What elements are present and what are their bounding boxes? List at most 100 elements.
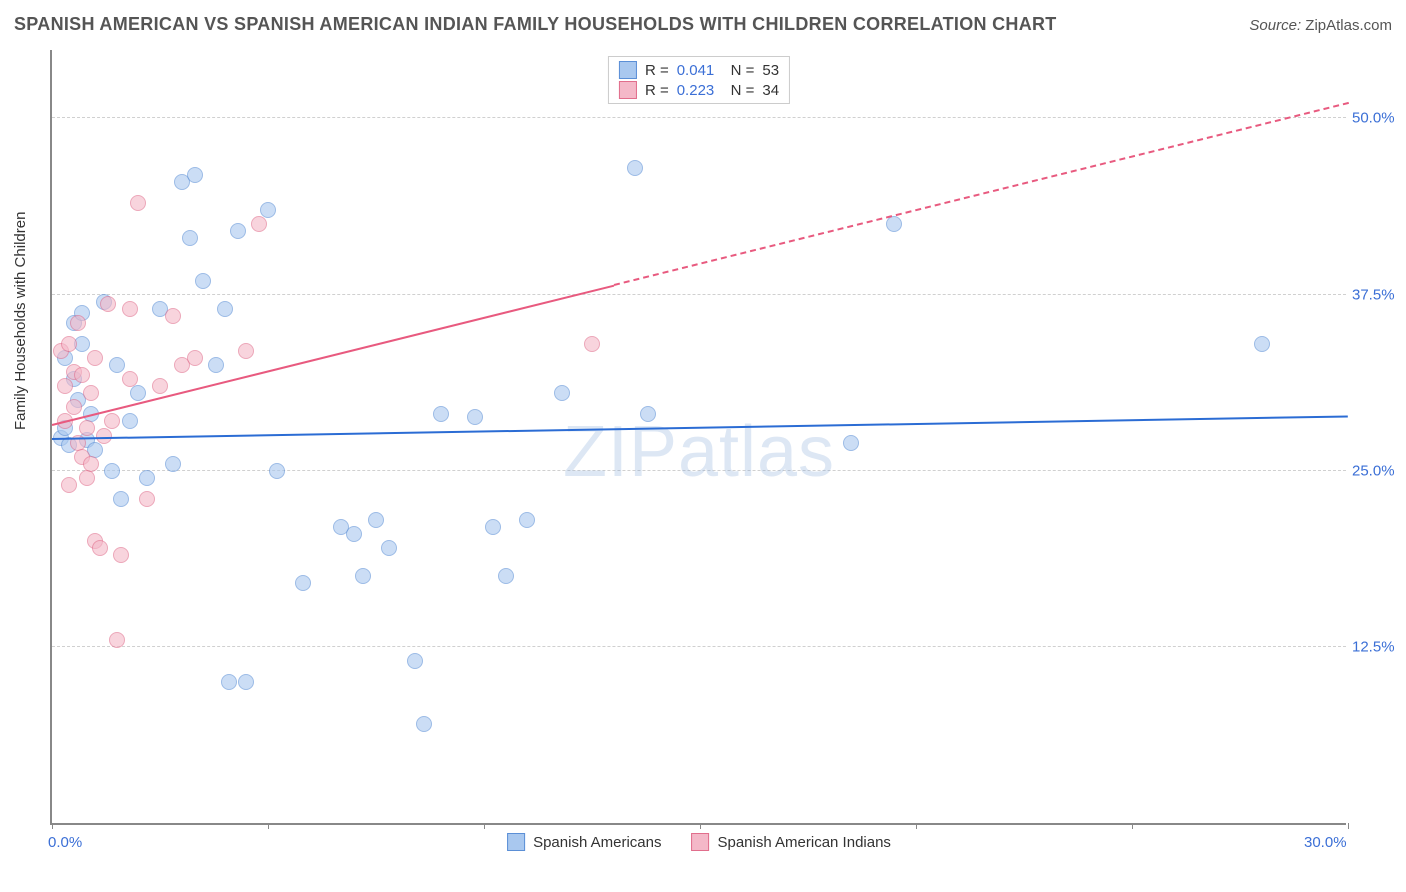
data-point — [66, 399, 82, 415]
watermark: ZIPatlas — [563, 411, 835, 493]
data-point — [165, 308, 181, 324]
chart-source: Source: ZipAtlas.com — [1249, 17, 1392, 34]
gridline — [52, 294, 1346, 295]
data-point — [139, 491, 155, 507]
data-point — [139, 470, 155, 486]
data-point — [217, 301, 233, 317]
data-point — [584, 336, 600, 352]
data-point — [57, 378, 73, 394]
data-point — [122, 413, 138, 429]
legend-stats-row: R = 0.041 N = 53 — [619, 61, 779, 79]
data-point — [92, 540, 108, 556]
legend-swatch-pink — [691, 833, 709, 851]
legend-item: Spanish Americans — [507, 833, 661, 851]
x-tick-mark — [1132, 823, 1133, 829]
data-point — [627, 160, 643, 176]
legend-item: Spanish American Indians — [691, 833, 890, 851]
data-point — [122, 301, 138, 317]
y-tick-label: 37.5% — [1352, 286, 1402, 303]
data-point — [886, 216, 902, 232]
data-point — [238, 343, 254, 359]
data-point — [61, 336, 77, 352]
data-point — [416, 716, 432, 732]
legend-n-value: 34 — [762, 82, 779, 99]
chart-title: SPANISH AMERICAN VS SPANISH AMERICAN IND… — [14, 14, 1057, 35]
source-value: ZipAtlas.com — [1305, 17, 1392, 34]
data-point — [96, 428, 112, 444]
data-point — [187, 350, 203, 366]
data-point — [843, 435, 859, 451]
trend-line — [613, 102, 1348, 286]
data-point — [79, 420, 95, 436]
data-point — [130, 195, 146, 211]
scatter-plot: ZIPatlas R = 0.041 N = 53 R = 0.223 N = … — [50, 50, 1346, 825]
legend-swatch-pink — [619, 81, 637, 99]
data-point — [407, 653, 423, 669]
y-tick-label: 12.5% — [1352, 638, 1402, 655]
chart-header: SPANISH AMERICAN VS SPANISH AMERICAN IND… — [14, 14, 1392, 35]
source-label: Source: — [1249, 17, 1301, 34]
x-tick-mark — [700, 823, 701, 829]
legend-r-label: R = — [645, 82, 669, 99]
x-tick-mark — [916, 823, 917, 829]
data-point — [182, 230, 198, 246]
legend-r-value: 0.041 — [677, 62, 715, 79]
legend-n-value: 53 — [762, 62, 779, 79]
data-point — [109, 357, 125, 373]
legend-label: Spanish American Indians — [717, 834, 890, 851]
data-point — [230, 223, 246, 239]
data-point — [1254, 336, 1270, 352]
legend-stats: R = 0.041 N = 53 R = 0.223 N = 34 — [608, 56, 790, 104]
data-point — [640, 406, 656, 422]
trend-line — [52, 415, 1348, 440]
data-point — [187, 167, 203, 183]
x-tick-mark — [1348, 823, 1349, 829]
legend-stats-row: R = 0.223 N = 34 — [619, 81, 779, 99]
gridline — [52, 117, 1346, 118]
data-point — [100, 296, 116, 312]
data-point — [554, 385, 570, 401]
y-tick-label: 50.0% — [1352, 110, 1402, 127]
data-point — [346, 526, 362, 542]
data-point — [381, 540, 397, 556]
x-tick-mark — [268, 823, 269, 829]
legend-swatch-blue — [619, 61, 637, 79]
data-point — [79, 470, 95, 486]
legend-n-label: N = — [722, 82, 754, 99]
x-tick-mark — [52, 823, 53, 829]
data-point — [61, 477, 77, 493]
data-point — [519, 512, 535, 528]
data-point — [269, 463, 285, 479]
x-tick-label: 0.0% — [48, 834, 82, 851]
data-point — [122, 371, 138, 387]
x-tick-label: 30.0% — [1304, 834, 1347, 851]
data-point — [251, 216, 267, 232]
data-point — [355, 568, 371, 584]
data-point — [221, 674, 237, 690]
data-point — [368, 512, 384, 528]
data-point — [104, 413, 120, 429]
data-point — [109, 632, 125, 648]
data-point — [87, 350, 103, 366]
data-point — [467, 409, 483, 425]
legend-swatch-blue — [507, 833, 525, 851]
data-point — [113, 547, 129, 563]
data-point — [74, 367, 90, 383]
data-point — [295, 575, 311, 591]
legend-r-label: R = — [645, 62, 669, 79]
data-point — [498, 568, 514, 584]
data-point — [70, 315, 86, 331]
y-tick-label: 25.0% — [1352, 462, 1402, 479]
x-tick-mark — [484, 823, 485, 829]
data-point — [433, 406, 449, 422]
data-point — [208, 357, 224, 373]
data-point — [113, 491, 129, 507]
data-point — [238, 674, 254, 690]
y-axis-label: Family Households with Children — [12, 212, 29, 430]
data-point — [260, 202, 276, 218]
data-point — [83, 456, 99, 472]
data-point — [152, 378, 168, 394]
data-point — [104, 463, 120, 479]
legend-n-label: N = — [722, 62, 754, 79]
data-point — [485, 519, 501, 535]
